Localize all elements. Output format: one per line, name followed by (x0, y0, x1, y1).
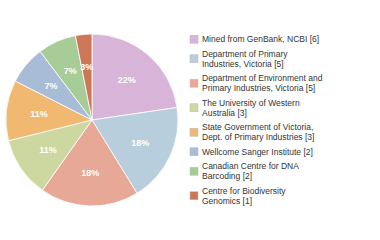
data-label: 22% (118, 75, 136, 85)
legend-label: Canadian Centre for DNABarcoding [2] (202, 161, 299, 181)
legend-swatch (190, 128, 198, 136)
legend: Mined from GenBank, NCBI [6] Department o… (190, 34, 323, 206)
legend-swatch (190, 55, 198, 63)
legend-label: Department of PrimaryIndustries, Victori… (202, 49, 288, 69)
legend-item: Department of Environment andPrimary Ind… (190, 73, 323, 93)
legend-label-line: Primary Industries, Victoria [5] (202, 83, 315, 93)
legend-label-line: Department of Primary (202, 49, 288, 59)
data-label: 11% (39, 145, 57, 155)
legend-label-line: Wellcome Sanger Institute [2] (202, 147, 313, 157)
data-label: 7% (45, 81, 58, 91)
pie-slice (92, 34, 177, 120)
legend-label-line: Mined from GenBank, NCBI [6] (202, 34, 319, 44)
legend-swatch (190, 35, 198, 43)
legend-item: Mined from GenBank, NCBI [6] (190, 34, 319, 44)
legend-item: The University of WesternAustralia [3] (190, 98, 300, 118)
legend-label: Department of Environment andPrimary Ind… (202, 73, 323, 93)
legend-item: State Government of Victoria,Dept. of Pr… (190, 122, 314, 142)
legend-swatch (190, 148, 198, 156)
legend-label: Centre for BiodiversityGenomics [1] (202, 186, 286, 206)
legend-label-line: Centre for Biodiversity (202, 186, 286, 196)
data-labels: 22%18%18%11%11%7%7%3% (30, 62, 149, 178)
legend-swatch (190, 104, 198, 112)
legend-label: Mined from GenBank, NCBI [6] (202, 34, 319, 44)
legend-item: Centre for BiodiversityGenomics [1] (190, 186, 286, 206)
data-label: 11% (30, 109, 48, 119)
data-label: 18% (131, 138, 149, 148)
legend-swatch (190, 192, 198, 200)
legend-label: State Government of Victoria,Dept. of Pr… (202, 122, 314, 142)
legend-label-line: Department of Environment and (202, 73, 323, 83)
legend-item: Wellcome Sanger Institute [2] (190, 147, 313, 157)
legend-item: Canadian Centre for DNABarcoding [2] (190, 161, 299, 181)
data-label: 3% (80, 62, 93, 72)
legend-label: Wellcome Sanger Institute [2] (202, 147, 313, 157)
chart: 22%18%18%11%11%7%7%3%Mined from GenBank,… (0, 0, 380, 240)
legend-label-line: State Government of Victoria, (202, 122, 313, 132)
legend-label-line: Australia [3] (202, 108, 247, 118)
legend-swatch (190, 167, 198, 175)
legend-swatch (190, 79, 198, 87)
legend-label-line: The University of Western (202, 98, 300, 108)
data-label: 18% (81, 168, 99, 178)
data-label: 7% (64, 66, 77, 76)
pie (6, 34, 178, 206)
legend-label-line: Industries, Victoria [5] (202, 59, 284, 69)
legend-label-line: Genomics [1] (202, 196, 252, 206)
legend-label: The University of WesternAustralia [3] (202, 98, 300, 118)
legend-label-line: Canadian Centre for DNA (202, 161, 299, 171)
legend-item: Department of PrimaryIndustries, Victori… (190, 49, 288, 69)
pie-slice (75, 34, 92, 120)
legend-label-line: Barcoding [2] (202, 171, 252, 181)
legend-label-line: Dept. of Primary Industries [3] (202, 132, 314, 142)
